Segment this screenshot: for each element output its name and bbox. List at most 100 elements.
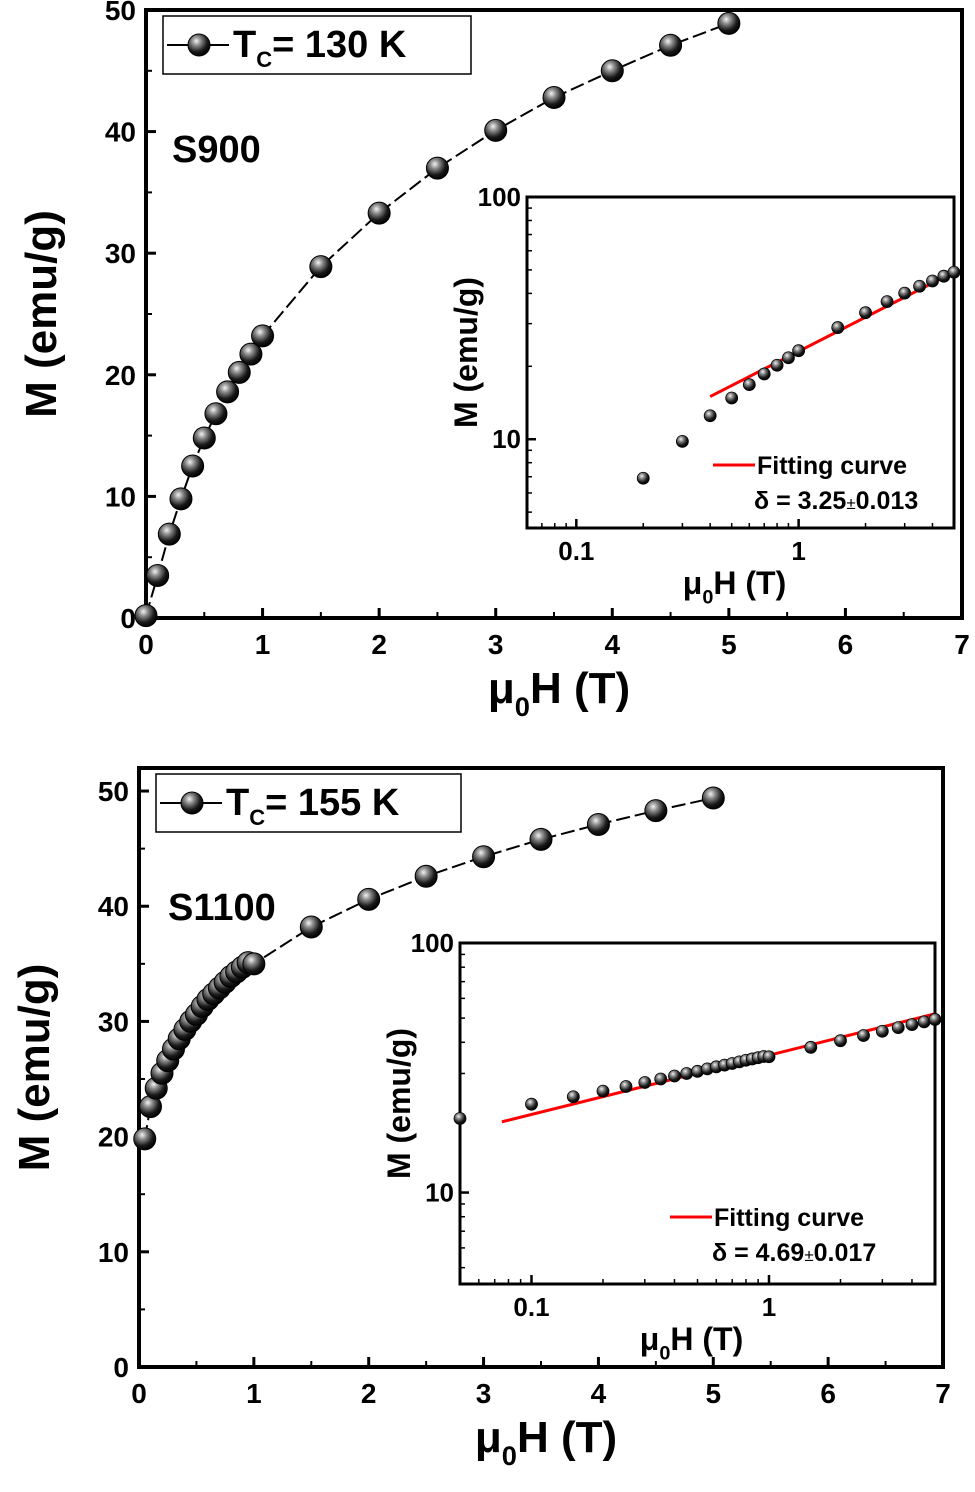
top-inset-xtick-label: 0.1 [558,536,594,566]
bottom-main-point [299,915,323,939]
bottom-main-xtick-label: 4 [591,1378,607,1409]
top-main-xtick-label: 3 [488,629,504,660]
bottom-main-xtick-label: 6 [820,1378,836,1409]
top-inset-point [636,471,650,485]
top-main-sample-label: S900 [172,129,261,171]
bottom-main-point [472,845,496,869]
bottom-inset-xlabel-mu: μ [640,1321,660,1357]
top-main-xtick-label: 7 [954,629,970,660]
top-inset-delta-err: 0.013 [856,487,919,515]
bottom-inset-xtick-label: 1 [762,1292,776,1322]
top-main-point [659,33,683,57]
top-inset-ytick-label: 100 [478,182,521,212]
bottom-main-xlabel: μ0H (T) [475,1413,617,1471]
bottom-inset-point [453,1112,467,1125]
top-main-point [367,201,391,225]
top-main-ytick-label: 20 [105,360,136,391]
top-main-legend-sub: C [256,47,272,72]
top-inset-xlabel-sub: 0 [702,587,713,609]
top-main-point [169,487,193,511]
top-inset-point [742,378,756,392]
bottom-main-point [701,786,725,810]
bottom-inset-legend-label: Fitting curve [714,1204,864,1232]
bottom-main-ytick-label: 10 [98,1237,129,1268]
top-inset-point [675,434,689,448]
top-inset-ytick-label: 10 [492,424,521,454]
top-main-point [204,402,228,426]
top-main-point [239,342,263,366]
bottom-inset-delta-value: δ = 4.69 [712,1239,804,1267]
top-main-point [181,454,205,478]
top-main-legend-t: T [233,24,256,66]
top-main-point [216,380,240,404]
bottom-main-legend-t: T [226,782,249,824]
top-main-xlabel-mu: μ [488,664,515,713]
bottom-inset-point [834,1034,847,1048]
top-main-legend-text: TC= 130 K [233,24,407,72]
top-main-ylabel: M (emu/g) [17,210,66,418]
bottom-main-xtick-label: 5 [705,1378,721,1409]
bottom-main-xlabel-rest: H (T) [517,1413,617,1462]
top-inset-ylabel: M (emu/g) [448,277,484,428]
top-inset-delta-text: δ = 3.25±0.013 [754,487,918,515]
bottom-inset-point [566,1090,580,1104]
bottom-inset-delta-err: 0.017 [814,1239,877,1267]
bottom-inset-point [668,1069,681,1083]
bottom-main-sample-label: S1100 [168,887,276,929]
bottom-inset-point [654,1072,668,1086]
top-main-point [717,11,741,35]
top-inset-point [947,265,961,279]
bottom-main-ytick-label: 20 [98,1122,129,1153]
bottom-inset-point [680,1067,694,1080]
top-main-point [227,360,251,384]
top-inset-point [913,279,926,293]
bottom-main-ytick-label: 50 [98,776,129,807]
bottom-main-point [529,827,553,851]
top-main-point [484,118,508,142]
bottom-inset-xlabel-sub: 0 [659,1343,670,1365]
bottom-inset-point [905,1018,919,1031]
bottom-main-xtick-label: 1 [246,1378,262,1409]
top-main-xtick-label: 0 [138,629,154,660]
bottom-inset-point [525,1097,538,1111]
top-inset-delta-value: δ = 3.25 [754,487,846,515]
top-inset-fit-line [709,270,955,398]
top-main-point [600,59,624,83]
bottom-main-point [586,812,610,836]
top-main-ytick-label: 10 [105,481,136,512]
bottom-inset-ytick-label: 100 [411,928,454,958]
bottom-main-point [242,952,266,976]
bottom-main-point [644,799,668,823]
top-inset-point [898,286,912,300]
top-main-point [251,324,275,348]
top-main-xtick-label: 6 [838,629,854,660]
bottom-main-xlabel-mu: μ [475,1413,502,1462]
bottom-main-xlabel-sub: 0 [502,1440,517,1471]
top-inset-legend-label: Fitting curve [757,452,907,480]
top-inset-point [703,409,717,423]
bottom-inset-point [917,1015,931,1029]
top-inset-point [770,358,784,372]
bottom-main-point [414,864,438,888]
top-main-xtick-label: 2 [371,629,387,660]
bottom-main-ytick-label: 30 [98,1006,129,1037]
top-inset-xtick-label: 1 [791,536,805,566]
bottom-main-xtick-label: 2 [361,1378,377,1409]
bottom-inset-point [928,1013,942,1026]
bottom-main-ylabel: M (emu/g) [10,964,59,1172]
top-inset-point [880,295,894,308]
bottom-inset-xlabel-rest: H (T) [670,1321,743,1357]
top-main-point [146,563,170,587]
top-main-legend-rest: = 130 K [272,24,407,66]
bottom-inset-point [875,1024,889,1038]
bottom-inset-point [619,1080,633,1093]
bottom-inset-delta-pm: ± [804,1246,813,1265]
top-main-ytick-label: 50 [105,0,136,26]
top-main-legend-marker [187,33,211,57]
top-main-ytick-label: 40 [105,117,136,148]
top-main-point [134,604,158,628]
top-inset-point [757,367,771,381]
bottom-main-point [133,1127,157,1151]
